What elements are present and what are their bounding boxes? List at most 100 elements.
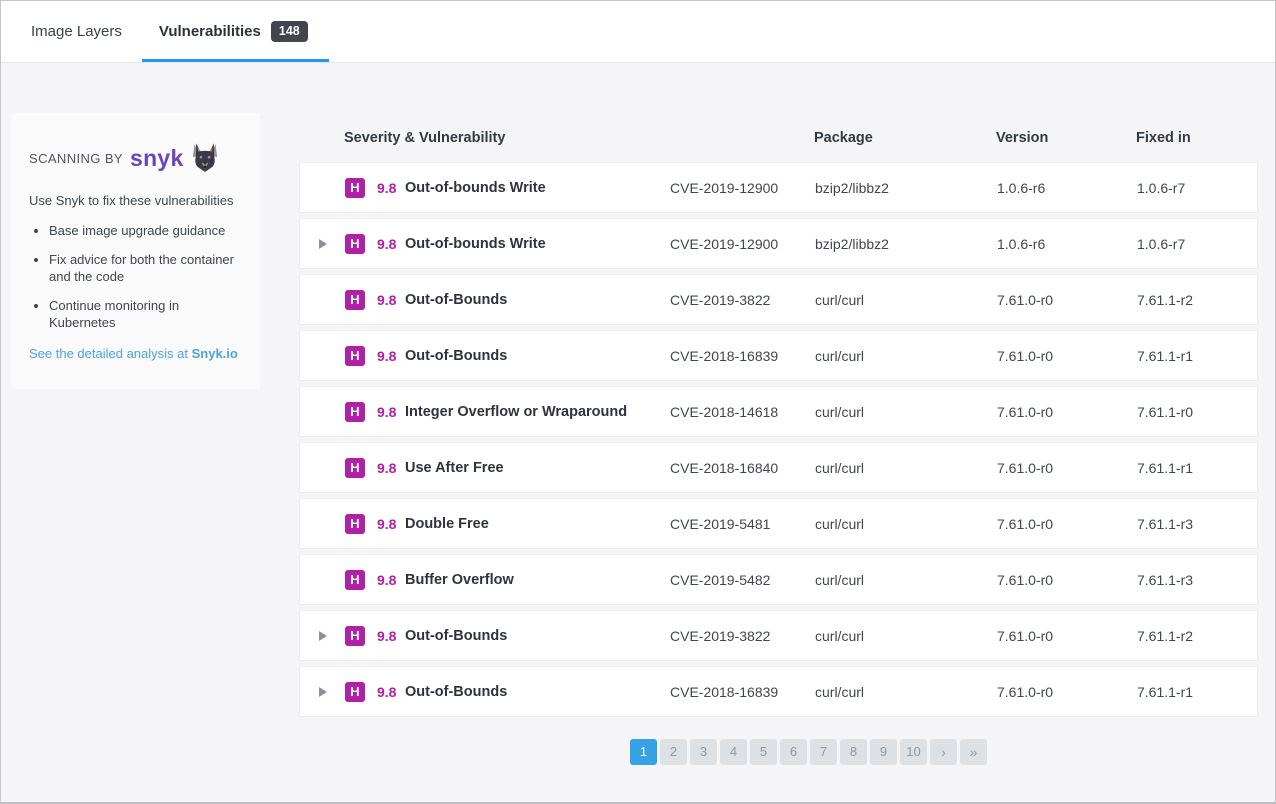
severity-badge: H bbox=[345, 457, 365, 478]
package-version: 1.0.6-r6 bbox=[997, 235, 1046, 252]
content-area: SCANNING BY snyk Use Snyk to bbox=[1, 63, 1275, 802]
cvss-score: 9.8 bbox=[377, 571, 397, 588]
expand-arrow-icon[interactable] bbox=[319, 238, 327, 249]
expand-arrow-icon[interactable] bbox=[319, 686, 327, 697]
last-page-button[interactable]: » bbox=[960, 739, 987, 765]
table-row[interactable]: H 9.8 Out-of-Bounds CVE-2018-16839 curl/… bbox=[299, 666, 1258, 717]
snyk-benefit-list: Base image upgrade guidance Fix advice f… bbox=[29, 222, 246, 331]
cve-id: CVE-2018-16840 bbox=[670, 459, 779, 476]
severity-badge: H bbox=[345, 681, 365, 702]
snyk-dog-mascot-icon bbox=[192, 143, 217, 172]
page-button-4[interactable]: 4 bbox=[720, 739, 747, 765]
page-button-5[interactable]: 5 bbox=[750, 739, 777, 765]
table-row[interactable]: H 9.8 Buffer Overflow CVE-2019-5482 curl… bbox=[299, 554, 1258, 605]
fixed-in-version: 7.61.1-r2 bbox=[1137, 291, 1194, 308]
page-button-6[interactable]: 6 bbox=[780, 739, 807, 765]
package-version: 7.61.0-r0 bbox=[997, 403, 1054, 420]
snyk-link-brand: Snyk.io bbox=[191, 346, 238, 361]
vulnerability-name: Out-of-Bounds bbox=[405, 627, 508, 644]
table-header-row: Severity & Vulnerability Package Version… bbox=[299, 113, 1258, 162]
fixed-in-version: 7.61.1-r2 bbox=[1137, 627, 1194, 644]
fixed-in-version: 7.61.1-r0 bbox=[1137, 403, 1194, 420]
cvss-score: 9.8 bbox=[377, 347, 397, 364]
page-button-9[interactable]: 9 bbox=[870, 739, 897, 765]
snyk-info-card: SCANNING BY snyk Use Snyk to bbox=[11, 113, 260, 389]
table-row[interactable]: H 9.8 Out-of-Bounds CVE-2019-3822 curl/c… bbox=[299, 274, 1258, 325]
package-name: curl/curl bbox=[815, 403, 865, 420]
package-name: curl/curl bbox=[815, 291, 865, 308]
page-button-7[interactable]: 7 bbox=[810, 739, 837, 765]
tab-bar: Image Layers Vulnerabilities 148 bbox=[1, 1, 1275, 63]
package-name: bzip2/libbz2 bbox=[815, 235, 889, 252]
cve-id: CVE-2019-3822 bbox=[670, 291, 771, 308]
snyk-brand-row: SCANNING BY snyk bbox=[29, 143, 246, 173]
vulnerability-name: Double Free bbox=[405, 515, 489, 532]
severity-badge: H bbox=[345, 401, 365, 422]
next-page-button[interactable]: › bbox=[930, 739, 957, 765]
page-button-10[interactable]: 10 bbox=[900, 739, 927, 765]
package-name: curl/curl bbox=[815, 571, 865, 588]
table-row[interactable]: H 9.8 Out-of-bounds Write CVE-2019-12900… bbox=[299, 218, 1258, 269]
package-name: curl/curl bbox=[815, 515, 865, 532]
severity-badge: H bbox=[345, 625, 365, 646]
table-row[interactable]: H 9.8 Use After Free CVE-2018-16840 curl… bbox=[299, 442, 1258, 493]
cvss-score: 9.8 bbox=[377, 459, 397, 476]
vulnerability-name: Buffer Overflow bbox=[405, 571, 514, 588]
vulnerability-name: Out-of-Bounds bbox=[405, 683, 508, 700]
table-row[interactable]: H 9.8 Out-of-Bounds CVE-2018-16839 curl/… bbox=[299, 330, 1258, 381]
fixed-in-version: 7.61.1-r3 bbox=[1137, 571, 1194, 588]
table-row[interactable]: H 9.8 Integer Overflow or Wraparound CVE… bbox=[299, 386, 1258, 437]
cvss-score: 9.8 bbox=[377, 515, 397, 532]
cve-id: CVE-2018-14618 bbox=[670, 403, 779, 420]
severity-badge: H bbox=[345, 513, 365, 534]
package-version: 7.61.0-r0 bbox=[997, 515, 1054, 532]
page-button-8[interactable]: 8 bbox=[840, 739, 867, 765]
vulnerability-name: Out-of-Bounds bbox=[405, 347, 508, 364]
snyk-logo: snyk bbox=[129, 144, 184, 171]
table-row[interactable]: H 9.8 Out-of-bounds Write CVE-2019-12900… bbox=[299, 162, 1258, 213]
cve-id: CVE-2018-16839 bbox=[670, 683, 779, 700]
table-row[interactable]: H 9.8 Double Free CVE-2019-5481 curl/cur… bbox=[299, 498, 1258, 549]
page-button-group: 1 2 3 4 5 6 7 8 9 10 bbox=[629, 739, 929, 765]
package-version: 7.61.0-r0 bbox=[997, 459, 1054, 476]
package-version: 1.0.6-r6 bbox=[997, 179, 1046, 196]
page-button-1[interactable]: 1 bbox=[630, 739, 657, 765]
cvss-score: 9.8 bbox=[377, 291, 397, 308]
package-version: 7.61.0-r0 bbox=[997, 627, 1054, 644]
package-version: 7.61.0-r0 bbox=[997, 347, 1054, 364]
cvss-score: 9.8 bbox=[377, 403, 397, 420]
tab-image-layers[interactable]: Image Layers bbox=[31, 1, 122, 62]
tab-image-layers-label: Image Layers bbox=[31, 23, 122, 40]
pagination: 1 2 3 4 5 6 7 8 9 10 › » bbox=[299, 739, 1258, 765]
package-name: curl/curl bbox=[815, 459, 865, 476]
tab-vulnerabilities[interactable]: Vulnerabilities 148 bbox=[141, 1, 329, 62]
snyk-link-text: See the detailed analysis at bbox=[29, 346, 192, 361]
column-header-fixed-in: Fixed in bbox=[1136, 129, 1191, 146]
cvss-score: 9.8 bbox=[377, 683, 397, 700]
vulnerability-name: Out-of-bounds Write bbox=[405, 235, 546, 252]
scanning-by-label: SCANNING BY bbox=[29, 150, 123, 166]
page-button-2[interactable]: 2 bbox=[660, 739, 687, 765]
cve-id: CVE-2019-12900 bbox=[670, 179, 779, 196]
cvss-score: 9.8 bbox=[377, 235, 397, 252]
table-row[interactable]: H 9.8 Out-of-Bounds CVE-2019-3822 curl/c… bbox=[299, 610, 1258, 661]
cve-id: CVE-2019-3822 bbox=[670, 627, 771, 644]
page-button-3[interactable]: 3 bbox=[690, 739, 717, 765]
vuln-table-body: H 9.8 Out-of-bounds Write CVE-2019-12900… bbox=[299, 162, 1258, 717]
fixed-in-version: 7.61.1-r1 bbox=[1137, 347, 1194, 364]
package-name: curl/curl bbox=[815, 347, 865, 364]
fixed-in-version: 7.61.1-r1 bbox=[1137, 683, 1194, 700]
column-header-severity: Severity & Vulnerability bbox=[344, 129, 506, 146]
vulnerability-table: Severity & Vulnerability Package Version… bbox=[299, 63, 1258, 765]
severity-badge: H bbox=[345, 345, 365, 366]
expand-arrow-icon[interactable] bbox=[319, 630, 327, 641]
fixed-in-version: 1.0.6-r7 bbox=[1137, 179, 1186, 196]
snyk-detailed-analysis-link[interactable]: See the detailed analysis at Snyk.io bbox=[29, 346, 238, 361]
snyk-benefit-item: Continue monitoring in Kubernetes bbox=[49, 297, 246, 331]
severity-badge: H bbox=[345, 289, 365, 310]
package-version: 7.61.0-r0 bbox=[997, 291, 1054, 308]
severity-badge: H bbox=[345, 177, 365, 198]
tab-vulnerabilities-label: Vulnerabilities bbox=[158, 23, 261, 40]
package-name: curl/curl bbox=[815, 683, 865, 700]
